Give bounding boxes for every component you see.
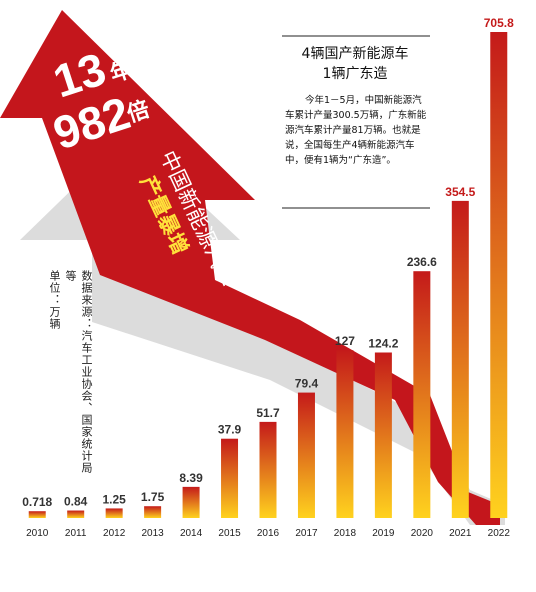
year-tick-2021: 2021 xyxy=(449,528,472,539)
value-label-2018: 127 xyxy=(335,334,355,348)
year-tick-2017: 2017 xyxy=(295,528,318,539)
year-tick-2018: 2018 xyxy=(334,528,357,539)
bar-2013 xyxy=(144,506,162,518)
year-tick-2012: 2012 xyxy=(103,528,126,539)
bar-2015 xyxy=(221,438,239,518)
value-label-2016: 51.7 xyxy=(256,406,280,420)
bar-2018 xyxy=(336,350,354,518)
bar-2022 xyxy=(490,32,508,518)
year-tick-2014: 2014 xyxy=(180,528,203,539)
bar-2014 xyxy=(182,486,200,518)
year-tick-2011: 2011 xyxy=(65,528,87,539)
value-labels-group: 0.718 0.84 1.25 1.75 8.39 37.9 51.7 79.4 127 124.… xyxy=(22,16,514,509)
bar-2019 xyxy=(374,352,392,518)
value-label-2011: 0.84 xyxy=(64,495,88,509)
value-label-2020: 236.6 xyxy=(407,255,437,269)
year-tick-2013: 2013 xyxy=(141,528,164,539)
bar-2016 xyxy=(259,421,277,518)
year-tick-2016: 2016 xyxy=(257,528,280,539)
bar-2020 xyxy=(413,271,431,518)
year-tick-labels-group: 2010 2011 2012 2013 2014 2015 2016 2017 2018 2019… xyxy=(26,528,510,539)
year-tick-2022: 2022 xyxy=(488,528,511,539)
bar-2021 xyxy=(451,200,469,518)
bar-2011 xyxy=(67,510,85,518)
year-tick-2010: 2010 xyxy=(26,528,49,539)
bar-2012 xyxy=(105,508,123,518)
value-label-2012: 1.25 xyxy=(102,492,126,506)
value-label-2022: 705.8 xyxy=(484,16,514,30)
year-tick-2020: 2020 xyxy=(411,528,434,539)
unit-note: 单位：万辆 xyxy=(48,270,61,330)
year-tick-2019: 2019 xyxy=(372,528,395,539)
value-label-2019: 124.2 xyxy=(368,336,398,350)
value-label-2014: 8.39 xyxy=(179,471,203,485)
bar-2010 xyxy=(28,511,46,518)
big-red-arrow xyxy=(0,10,500,525)
side-box-title: 4辆国产新能源车 1辆广东造 xyxy=(280,44,430,84)
value-label-2013: 1.75 xyxy=(141,490,165,504)
year-tick-2015: 2015 xyxy=(218,528,241,539)
side-box-title-line2: 1辆广东造 xyxy=(322,66,388,82)
value-label-2010: 0.718 xyxy=(22,495,52,509)
bars-group xyxy=(28,32,508,518)
bar-2017 xyxy=(297,392,315,518)
source-note: 数据来源：汽车工业协会、国家统计局等 xyxy=(64,270,93,474)
value-label-2015: 37.9 xyxy=(218,423,242,437)
side-box-body: 今年1－5月，中国新能源汽车累计产量300.5万辆，广东新能源汽车累计产量81万… xyxy=(285,95,427,166)
value-label-2017: 79.4 xyxy=(295,377,319,391)
side-box-title-line1: 4辆国产新能源车 xyxy=(301,46,409,62)
value-label-2021: 354.5 xyxy=(445,185,475,199)
